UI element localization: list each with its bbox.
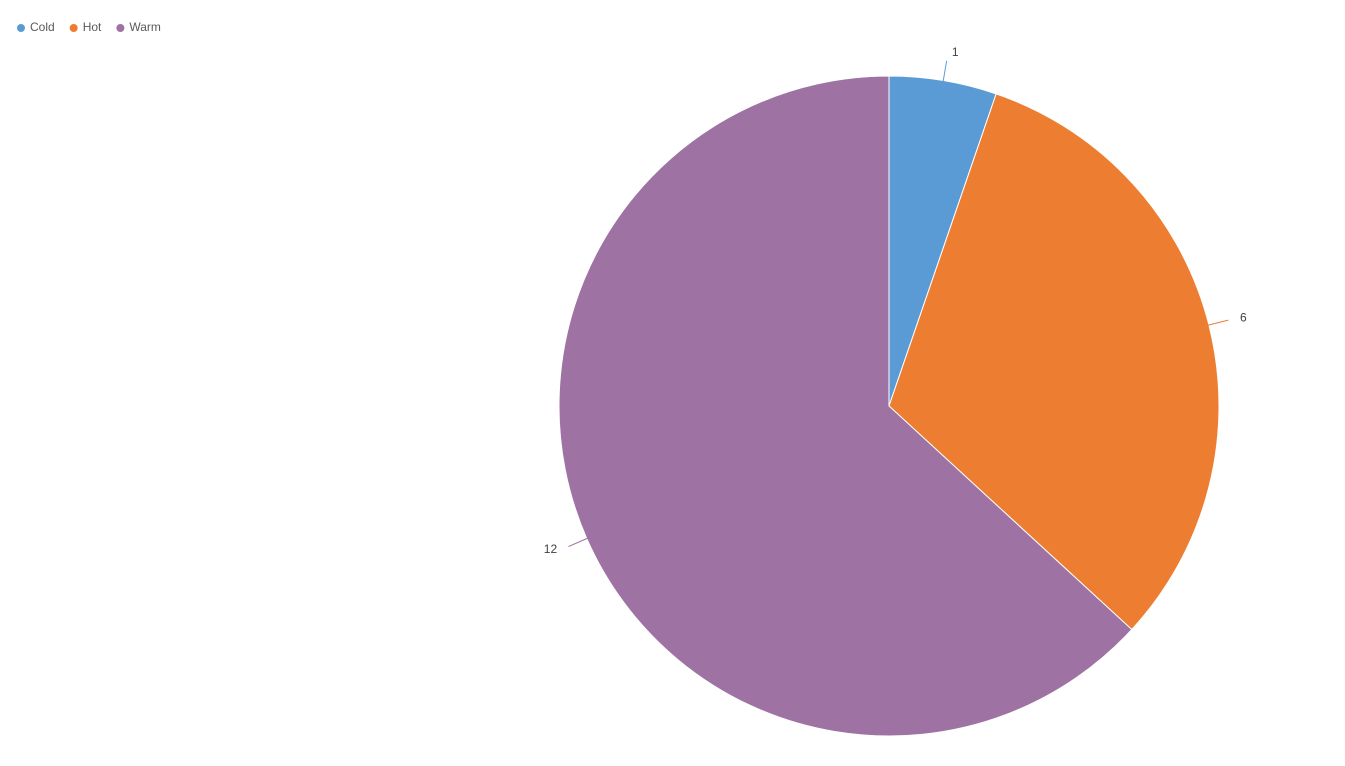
leader-line [942, 60, 948, 83]
legend-label: Cold [30, 20, 55, 34]
leader-line [1206, 319, 1229, 326]
legend: Cold Hot Warm [17, 20, 161, 34]
legend-label: Hot [83, 20, 102, 34]
legend-marker [17, 24, 25, 32]
value-label: 1 [952, 45, 959, 59]
leader-line [568, 537, 589, 548]
legend-marker [69, 24, 78, 32]
value-label: 6 [1240, 310, 1247, 324]
legend-label: Warm [129, 20, 161, 34]
legend-marker [116, 24, 125, 32]
value-label: 12 [544, 542, 558, 556]
